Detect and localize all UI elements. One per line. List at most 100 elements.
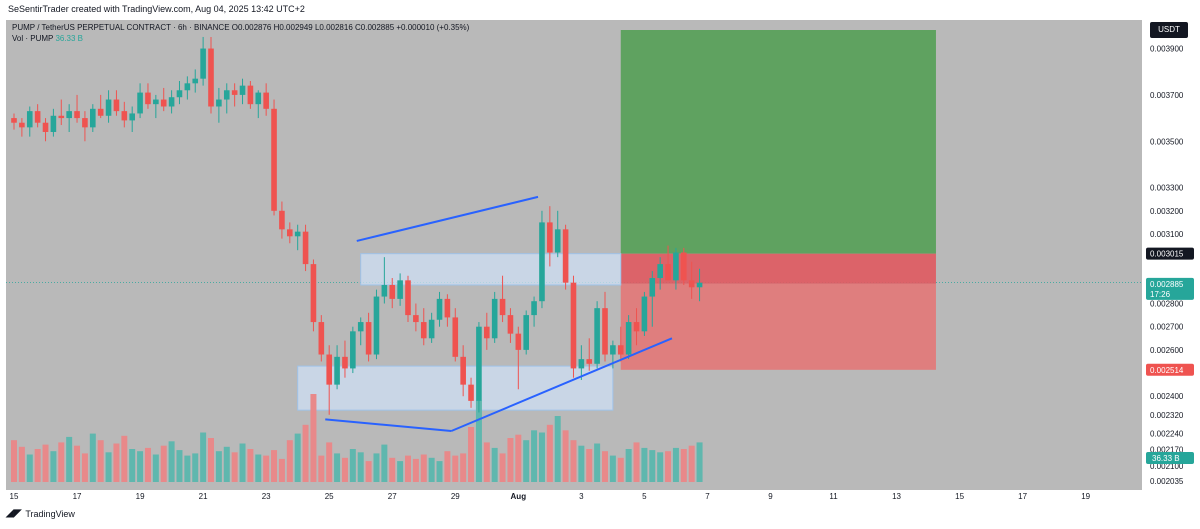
symbol-legend[interactable]: PUMP / TetherUS PERPETUAL CONTRACT · 6h … xyxy=(12,22,469,33)
volume-bar xyxy=(349,449,356,482)
price-label-text: 0.002514 xyxy=(1150,366,1184,375)
candle-body xyxy=(578,359,585,369)
volume-bar xyxy=(389,457,396,482)
candle-body xyxy=(160,99,167,107)
volume-bar xyxy=(247,449,254,482)
time-tick-label: 11 xyxy=(829,492,838,501)
volume-legend[interactable]: Vol · PUMP 36.33 B xyxy=(12,34,83,43)
volume-badge xyxy=(1146,452,1194,464)
candle-body xyxy=(42,122,49,132)
volume-bar xyxy=(491,447,498,482)
candle-body xyxy=(444,298,451,318)
volume-bar xyxy=(444,451,451,482)
volume-bar xyxy=(412,458,419,482)
candle-body xyxy=(405,280,411,316)
volume-bar xyxy=(633,442,640,482)
candle-body xyxy=(381,284,388,297)
candle-body xyxy=(58,115,65,119)
volume-bar xyxy=(18,446,25,482)
volume-bar xyxy=(58,442,65,482)
candle-body xyxy=(66,111,72,119)
price-chart[interactable] xyxy=(6,20,1142,490)
volume-bar xyxy=(460,453,467,482)
time-tick-label: 9 xyxy=(768,492,773,501)
candle-body xyxy=(420,322,427,339)
volume-bar xyxy=(26,454,33,482)
price-tick-label: 0.002600 xyxy=(1150,346,1184,355)
candle-body xyxy=(515,333,522,350)
candle-body xyxy=(223,90,230,100)
candle-body xyxy=(665,264,671,281)
candle-body xyxy=(19,122,25,128)
volume-bar xyxy=(365,461,372,482)
price-tick-label: 0.003900 xyxy=(1150,45,1184,54)
price-tick-label: 0.002700 xyxy=(1150,323,1184,332)
candle-body xyxy=(334,356,340,385)
price-tick-label: 0.002035 xyxy=(1150,477,1184,486)
price-tick-label: 0.003300 xyxy=(1150,184,1184,193)
candle-body xyxy=(617,345,624,355)
volume-bar xyxy=(602,451,608,482)
time-tick-label: 23 xyxy=(262,492,271,501)
candle-body xyxy=(468,384,474,401)
price-label-text: 0.003015 xyxy=(1150,250,1184,259)
price-tick-label: 0.002170 xyxy=(1150,446,1184,455)
volume-bar xyxy=(531,430,538,482)
candle-body xyxy=(389,284,396,299)
currency-button[interactable]: USDT xyxy=(1150,22,1188,38)
volume-bar xyxy=(263,455,270,482)
countdown-label: 17:26 xyxy=(1150,290,1171,299)
volume-bar xyxy=(192,453,199,482)
candle-body xyxy=(294,231,301,237)
profit-zone xyxy=(620,30,936,254)
volume-bar xyxy=(586,449,593,482)
symbol-title: PUMP / TetherUS PERPETUAL CONTRACT · 6h … xyxy=(12,23,230,32)
volume-bar xyxy=(74,445,81,482)
time-tick-label: 21 xyxy=(199,492,208,501)
volume-bar xyxy=(381,444,388,482)
candle-body xyxy=(491,298,498,339)
volume-bar xyxy=(499,453,506,482)
volume-bar xyxy=(208,438,214,482)
candle-body xyxy=(97,108,104,116)
volume-bar xyxy=(160,445,167,482)
volume-bar xyxy=(326,442,333,482)
candle-body xyxy=(176,90,183,98)
volume-bar xyxy=(523,440,530,482)
chart-plot-area[interactable] xyxy=(6,20,1142,490)
volume-bar xyxy=(641,447,648,482)
candle-body xyxy=(436,298,443,320)
candle-body xyxy=(216,99,222,107)
price-tick-label: 0.003500 xyxy=(1150,137,1184,146)
volume-bar xyxy=(397,461,404,482)
price-tick-label: 0.003100 xyxy=(1150,230,1184,239)
candle-body xyxy=(688,280,695,288)
volume-bar xyxy=(357,452,364,482)
price-label-badge xyxy=(1146,277,1194,300)
candle-body xyxy=(168,97,175,107)
time-tick-label: 13 xyxy=(892,492,901,501)
volume-bar xyxy=(318,455,325,482)
price-tick-label: 0.002400 xyxy=(1150,392,1184,401)
candle-body xyxy=(90,108,96,128)
candle-body xyxy=(357,322,364,332)
candle-body xyxy=(34,111,41,123)
candle-body xyxy=(255,92,262,105)
price-label-badge xyxy=(1146,247,1194,260)
candle-body xyxy=(121,111,128,121)
tradingview-footer: ◢◤ TradingView xyxy=(6,508,75,519)
volume-bar xyxy=(89,433,96,482)
candle-body xyxy=(192,78,199,84)
volume-bar xyxy=(152,454,159,482)
candle-body xyxy=(302,231,309,265)
volume-bar xyxy=(609,455,616,482)
tradingview-logo-icon: ◢◤ xyxy=(6,508,22,519)
volume-bar xyxy=(286,440,293,482)
volume-bar xyxy=(696,442,703,482)
trendline-lower-flag xyxy=(325,418,452,433)
time-tick-label: 17 xyxy=(73,492,82,501)
volume-bar xyxy=(452,455,459,482)
volume-bar xyxy=(680,449,687,482)
volume-bar xyxy=(617,457,624,482)
